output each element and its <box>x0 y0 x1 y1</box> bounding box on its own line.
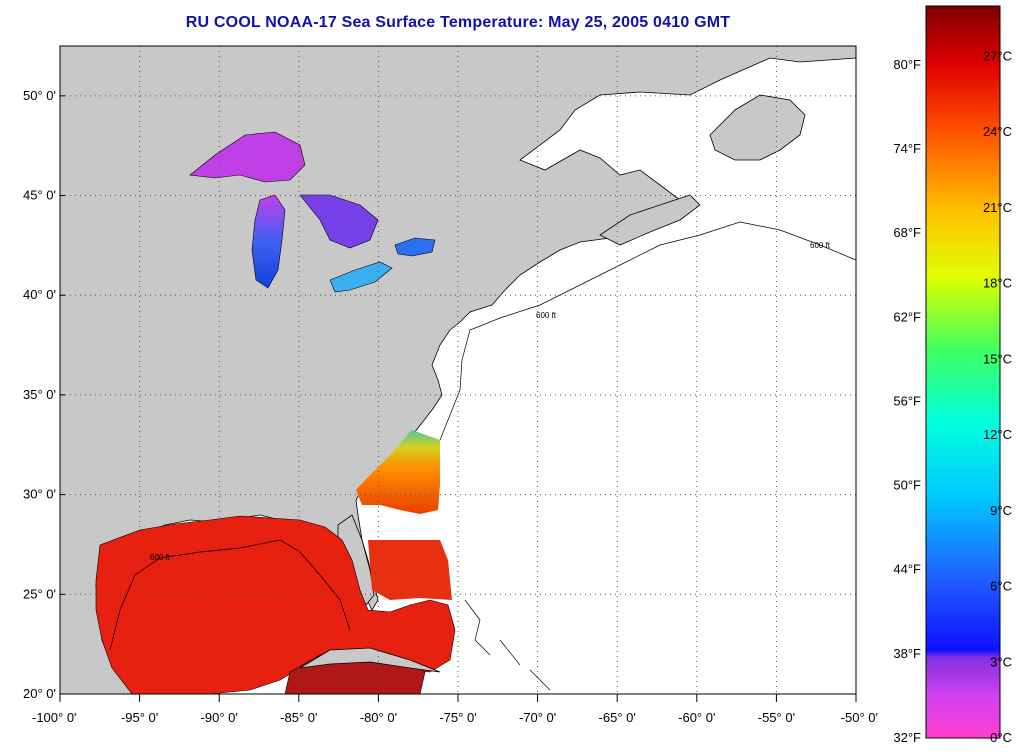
contour-600ft-atlantic <box>439 221 857 441</box>
fahrenheit-label: 38°F <box>893 646 921 661</box>
latitude-labels: 50° 0' 45° 0' 40° 0' 35° 0' 30° 0' 25° 0' 20° … <box>23 88 65 701</box>
latitude-tick-label: 25° 0' <box>23 586 56 601</box>
lake-superior <box>189 131 306 183</box>
sst-southeast-atlantic <box>356 430 440 514</box>
longitude-tick-label: -95° 0' <box>121 710 158 725</box>
latitude-tick-label: 40° 0' <box>23 287 56 302</box>
celsius-label: 21°C <box>983 200 1012 215</box>
lake-ontario <box>394 237 436 257</box>
longitude-tick-label: -65° 0' <box>599 710 636 725</box>
longitude-tick-label: -75° 0' <box>439 710 476 725</box>
longitude-tick-label: -80° 0' <box>360 710 397 725</box>
celsius-label: 15°C <box>983 351 1012 366</box>
longitude-tick-label: -55° 0' <box>758 710 795 725</box>
map-frame: 600 ft 600 ft 600 ft <box>59 45 857 695</box>
land-nova-scotia <box>599 194 701 246</box>
celsius-label: 0°C <box>990 730 1012 745</box>
celsius-label: 12°C <box>983 427 1012 442</box>
fahrenheit-label: 50°F <box>893 478 921 493</box>
fahrenheit-label: 74°F <box>893 141 921 156</box>
land-newfoundland <box>709 94 806 161</box>
fahrenheit-label: 68°F <box>893 225 921 240</box>
fahrenheit-label: 80°F <box>893 57 921 72</box>
colorbar: 80°F 74°F 68°F 62°F 56°F 50°F 44°F 38°F 32°F 27°… <box>893 5 1012 745</box>
contour-600ft-gulf <box>109 539 351 651</box>
longitude-tick-label: -50° 0' <box>841 710 878 725</box>
latitude-tick-label: 20° 0' <box>23 686 56 701</box>
colorbar-gradient <box>925 5 1001 739</box>
latitude-tick-label: 30° 0' <box>23 487 56 502</box>
celsius-label: 24°C <box>983 124 1012 139</box>
longitude-tick-label: -85° 0' <box>280 710 317 725</box>
lake-huron <box>299 194 379 249</box>
celsius-label: 9°C <box>990 503 1012 518</box>
graticule <box>60 46 856 694</box>
contour-label: 600 ft <box>810 241 831 250</box>
contour-label: 600 ft <box>536 311 557 320</box>
fahrenheit-label: 44°F <box>893 562 921 577</box>
fahrenheit-label: 32°F <box>893 730 921 745</box>
latitude-tick-label: 50° 0' <box>23 88 56 103</box>
fahrenheit-label: 56°F <box>893 393 921 408</box>
celsius-label: 3°C <box>990 654 1012 669</box>
celsius-label: 27°C <box>983 48 1012 63</box>
longitude-tick-label: -70° 0' <box>519 710 556 725</box>
celsius-scale: 27°C 24°C 21°C 18°C 15°C 12°C 9°C 6°C 3°C 0°C <box>983 48 1012 745</box>
sst-florida-strait <box>368 540 452 600</box>
longitude-labels: -100° 0' -95° 0' -90° 0' -85° 0' -80° 0' -75°… <box>32 694 878 725</box>
lake-erie <box>329 261 393 293</box>
contour-label: 600 ft <box>150 553 171 562</box>
lake-michigan <box>251 194 286 289</box>
fahrenheit-label: 62°F <box>893 309 921 324</box>
bahamas <box>464 599 551 691</box>
longitude-tick-label: -100° 0' <box>32 710 77 725</box>
land-cuba <box>299 647 441 673</box>
celsius-label: 6°C <box>990 579 1012 594</box>
fahrenheit-scale: 80°F 74°F 68°F 62°F 56°F 50°F 44°F 38°F 32°F <box>893 57 921 745</box>
longitude-tick-label: -90° 0' <box>201 710 238 725</box>
latitude-tick-label: 35° 0' <box>23 387 56 402</box>
map-title: RU COOL NOAA-17 Sea Surface Temperature:… <box>185 14 731 31</box>
longitude-tick-label: -60° 0' <box>678 710 715 725</box>
latitude-tick-label: 45° 0' <box>23 188 56 203</box>
celsius-label: 18°C <box>983 276 1012 291</box>
